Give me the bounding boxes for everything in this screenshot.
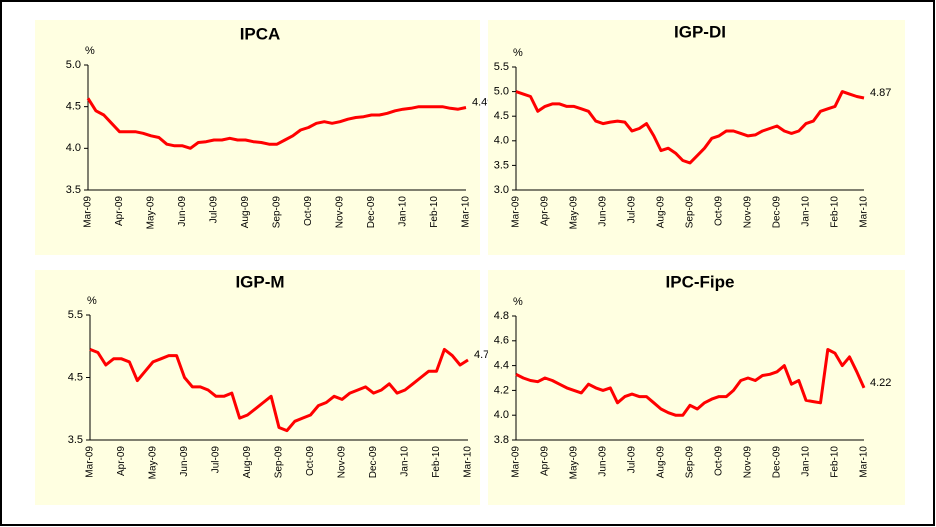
y-tick-label: 4.6	[494, 335, 509, 347]
chart-title: IGP-M	[235, 272, 284, 291]
x-tick-label: Sep-09	[272, 196, 283, 229]
x-tick-label: Oct-09	[714, 446, 725, 476]
y-tick-label: 4.4	[494, 360, 509, 372]
x-tick-label: Dec-09	[772, 196, 783, 229]
x-tick-label: Apr-09	[540, 196, 551, 226]
x-tick-label: Jun-09	[179, 446, 190, 477]
x-tick-label: Nov-09	[743, 196, 754, 229]
data-line	[89, 347, 469, 433]
x-tick-label: Sep-09	[685, 446, 696, 479]
panel-background	[488, 270, 905, 505]
x-tick-label: Feb-10	[830, 446, 841, 478]
end-value-label: 4.87	[870, 87, 891, 99]
y-tick-label: 4.5	[68, 371, 83, 383]
x-tick-label: Mar-09	[83, 196, 94, 228]
x-tick-label: Jul-09	[627, 446, 638, 474]
x-tick-label: Jan-10	[400, 446, 411, 477]
x-tick-label: Jul-09	[627, 196, 638, 224]
y-tick-label: 5.0	[66, 59, 81, 71]
x-tick-label: Jun-09	[598, 446, 609, 477]
x-tick-label: Mar-09	[511, 446, 522, 478]
x-tick-label: Mar-10	[859, 196, 870, 228]
x-tick-label: Jan-10	[801, 196, 812, 227]
x-tick-label: May-09	[569, 196, 580, 230]
x-tick-label: Jun-09	[177, 196, 188, 227]
x-tick-label: Oct-09	[303, 196, 314, 226]
x-tick-label: Dec-09	[366, 196, 377, 229]
y-tick-label: 4.2	[494, 384, 509, 396]
x-tick-label: Sep-09	[274, 446, 285, 479]
x-tick-label: Jan-10	[398, 196, 409, 227]
y-tick-label: 4.0	[494, 409, 509, 421]
x-tick-label: Mar-10	[859, 446, 870, 478]
panel-background	[35, 20, 480, 255]
y-tick-label: 3.8	[494, 434, 509, 446]
x-tick-label: Jul-09	[211, 446, 222, 474]
x-tick-label: May-09	[146, 196, 157, 230]
y-tick-label: 3.5	[68, 434, 83, 446]
y-tick-label: 5.5	[68, 309, 83, 321]
x-tick-label: Mar-09	[511, 196, 522, 228]
panel-background	[35, 270, 480, 505]
x-tick-label: Aug-09	[656, 196, 667, 229]
x-tick-label: Apr-09	[116, 446, 127, 476]
x-tick-label: Apr-09	[540, 446, 551, 476]
y-tick-label: 4.0	[66, 142, 81, 154]
x-tick-label: Mar-10	[461, 196, 472, 228]
end-value-label: 4.22	[870, 377, 891, 389]
x-tick-label: Feb-10	[431, 446, 442, 478]
x-tick-label: Jul-09	[209, 196, 220, 224]
x-tick-label: Mar-09	[85, 446, 96, 478]
data-line	[86, 97, 467, 150]
x-tick-label: Apr-09	[114, 196, 125, 226]
x-tick-label: Nov-09	[335, 196, 346, 229]
x-tick-label: Nov-09	[743, 446, 754, 479]
y-tick-label: 4.5	[494, 110, 509, 122]
panel-background	[488, 20, 905, 255]
x-tick-label: Dec-09	[368, 446, 379, 479]
y-tick-label: 3.5	[66, 184, 81, 196]
x-tick-label: Feb-10	[429, 196, 440, 228]
y-tick-label: 3.0	[494, 184, 509, 196]
y-tick-label: 4.0	[494, 135, 509, 147]
chart-title: IGP-DI	[674, 22, 726, 41]
y-tick-label: 5.5	[494, 61, 509, 73]
x-tick-label: Feb-10	[830, 196, 841, 228]
y-tick-label: 4.5	[66, 101, 81, 113]
y-axis-label: %	[513, 47, 523, 59]
x-tick-label: May-09	[148, 446, 159, 480]
data-line	[515, 348, 866, 417]
x-tick-label: Aug-09	[656, 446, 667, 479]
x-tick-label: Nov-09	[337, 446, 348, 479]
y-axis-label: %	[87, 295, 97, 307]
x-tick-label: Dec-09	[772, 446, 783, 479]
chart-title: IPC-Fipe	[666, 272, 735, 291]
x-tick-label: Jan-10	[801, 446, 812, 477]
x-tick-label: Oct-09	[305, 446, 316, 476]
x-tick-label: Aug-09	[242, 446, 253, 479]
x-tick-label: Aug-09	[240, 196, 251, 229]
x-tick-label: Jun-09	[598, 196, 609, 227]
y-tick-label: 5.0	[494, 86, 509, 98]
y-tick-label: 3.5	[494, 159, 509, 171]
y-tick-label: 4.8	[494, 310, 509, 322]
x-tick-label: Oct-09	[714, 196, 725, 226]
y-axis-label: %	[85, 45, 95, 57]
x-tick-label: May-09	[569, 446, 580, 480]
chart-title: IPCA	[240, 24, 281, 43]
data-line	[515, 90, 865, 165]
x-tick-label: Sep-09	[685, 196, 696, 229]
y-axis-label: %	[513, 296, 523, 308]
x-tick-label: Mar-10	[463, 446, 474, 478]
